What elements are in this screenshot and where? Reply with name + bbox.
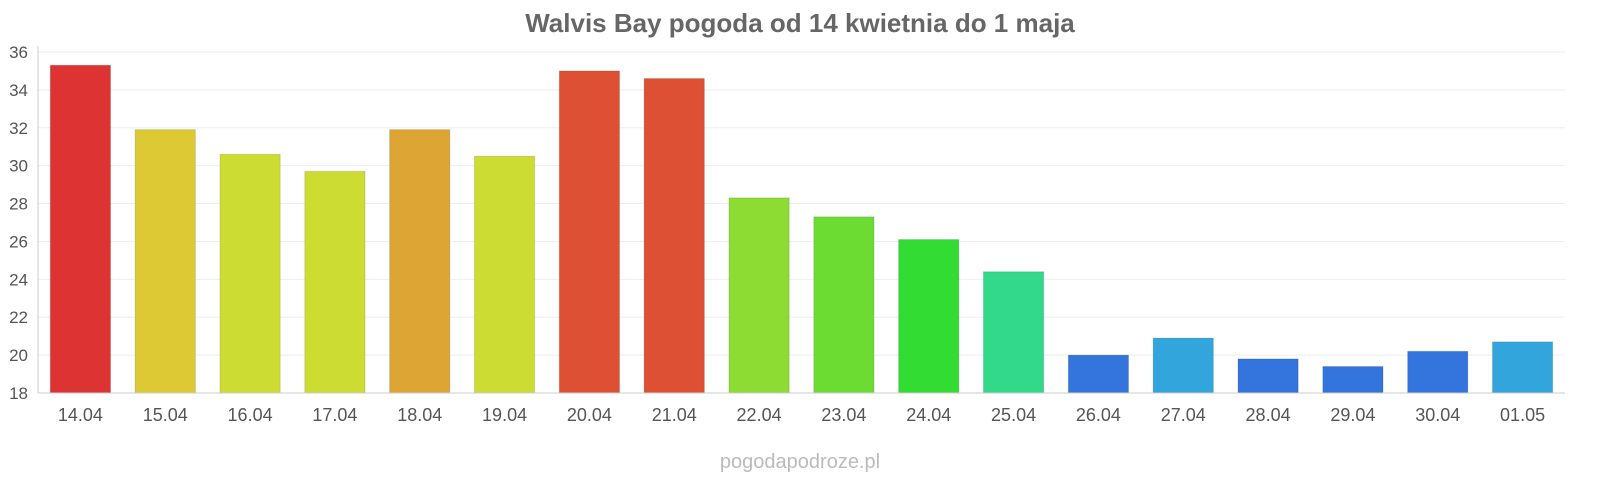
y-tick-label: 36	[9, 43, 28, 62]
bar	[1067, 354, 1130, 394]
x-tick-label: 01.05	[1500, 405, 1545, 425]
y-tick-label: 24	[9, 270, 28, 289]
x-tick-label: 30.04	[1415, 405, 1460, 425]
bar	[304, 170, 366, 394]
x-tick-label: 26.04	[1076, 405, 1121, 425]
x-tick-label: 15.04	[143, 405, 188, 425]
bar	[1322, 365, 1384, 394]
x-tick-label: 14.04	[58, 405, 103, 425]
bar	[134, 129, 196, 394]
x-tick-label: 18.04	[397, 405, 442, 425]
x-tick-label: 16.04	[228, 405, 273, 425]
y-tick-label: 18	[9, 384, 28, 403]
y-tick-label: 28	[9, 195, 28, 214]
bar	[813, 216, 875, 394]
bar	[473, 155, 536, 394]
y-axis: 18 20 22 24 26 28 30 32 34 36	[9, 43, 39, 403]
bar	[1491, 341, 1554, 394]
x-tick-label: 22.04	[737, 405, 782, 425]
x-tick-label: 21.04	[652, 405, 697, 425]
y-tick-label: 22	[9, 308, 28, 327]
bar	[49, 64, 112, 394]
y-tick-label: 32	[9, 119, 28, 138]
chart-title: Walvis Bay pogoda od 14 kwietnia do 1 ma…	[525, 8, 1075, 38]
bars	[49, 64, 1554, 394]
x-tick-label: 23.04	[821, 405, 866, 425]
bar	[1407, 350, 1469, 394]
y-tick-label: 26	[9, 232, 28, 251]
x-tick-label: 20.04	[567, 405, 612, 425]
y-tick-label: 34	[9, 81, 28, 100]
x-tick-label: 27.04	[1161, 405, 1206, 425]
x-tick-label: 17.04	[312, 405, 357, 425]
x-tick-label: 19.04	[482, 405, 527, 425]
x-tick-label: 29.04	[1330, 405, 1375, 425]
bar	[643, 78, 705, 394]
x-tick-label: 24.04	[906, 405, 951, 425]
x-tick-label: 25.04	[991, 405, 1036, 425]
bar	[389, 129, 451, 394]
x-tick-label: 28.04	[1246, 405, 1291, 425]
grid-lines	[38, 51, 1565, 394]
bar	[1237, 358, 1299, 394]
bar	[1152, 337, 1214, 394]
bar	[898, 239, 960, 394]
y-tick-label: 20	[9, 346, 28, 365]
source-watermark: pogodapodroze.pl	[720, 451, 880, 473]
y-tick-label: 30	[9, 157, 28, 176]
bar	[982, 271, 1045, 394]
bar	[219, 153, 281, 394]
bar	[558, 70, 621, 394]
x-axis: 14.04 15.04 16.04 17.04 18.04 19.04 20.04 21.04…	[38, 392, 1565, 425]
bar	[728, 197, 790, 394]
